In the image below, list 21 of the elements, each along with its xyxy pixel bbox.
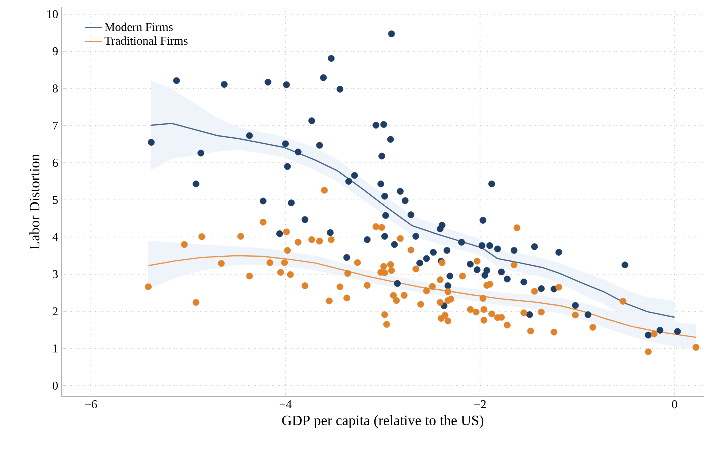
y-tick-label: 0 xyxy=(52,382,58,390)
y-axis-title: Labor Distortion xyxy=(30,154,40,250)
y-tick-label: 6 xyxy=(53,158,58,168)
y-tick-label: 9 xyxy=(52,48,58,56)
legend-label: Traditional Firms xyxy=(104,36,188,46)
y-tick-label: 10 xyxy=(48,10,58,18)
y-tick-label: 4 xyxy=(52,233,58,242)
y-tick-label: 5 xyxy=(53,196,58,204)
x-tick-label: 0 xyxy=(672,400,678,409)
y-tick-label: 1 xyxy=(54,344,58,353)
x-axis-title: GDP per capita (relative to the US) xyxy=(282,415,484,428)
x-tick-label: −4 xyxy=(280,400,292,408)
legend-label: Modern Firms xyxy=(104,22,173,32)
y-tick-label: 2 xyxy=(53,308,58,316)
x-tick-label: −2 xyxy=(474,400,486,408)
y-tick-label: 8 xyxy=(52,84,58,93)
y-tick-label: 7 xyxy=(53,122,58,130)
line-series xyxy=(148,255,697,338)
line-series xyxy=(150,123,676,318)
x-tick-label: −6 xyxy=(85,400,98,409)
y-tick-label: 3 xyxy=(53,270,58,278)
